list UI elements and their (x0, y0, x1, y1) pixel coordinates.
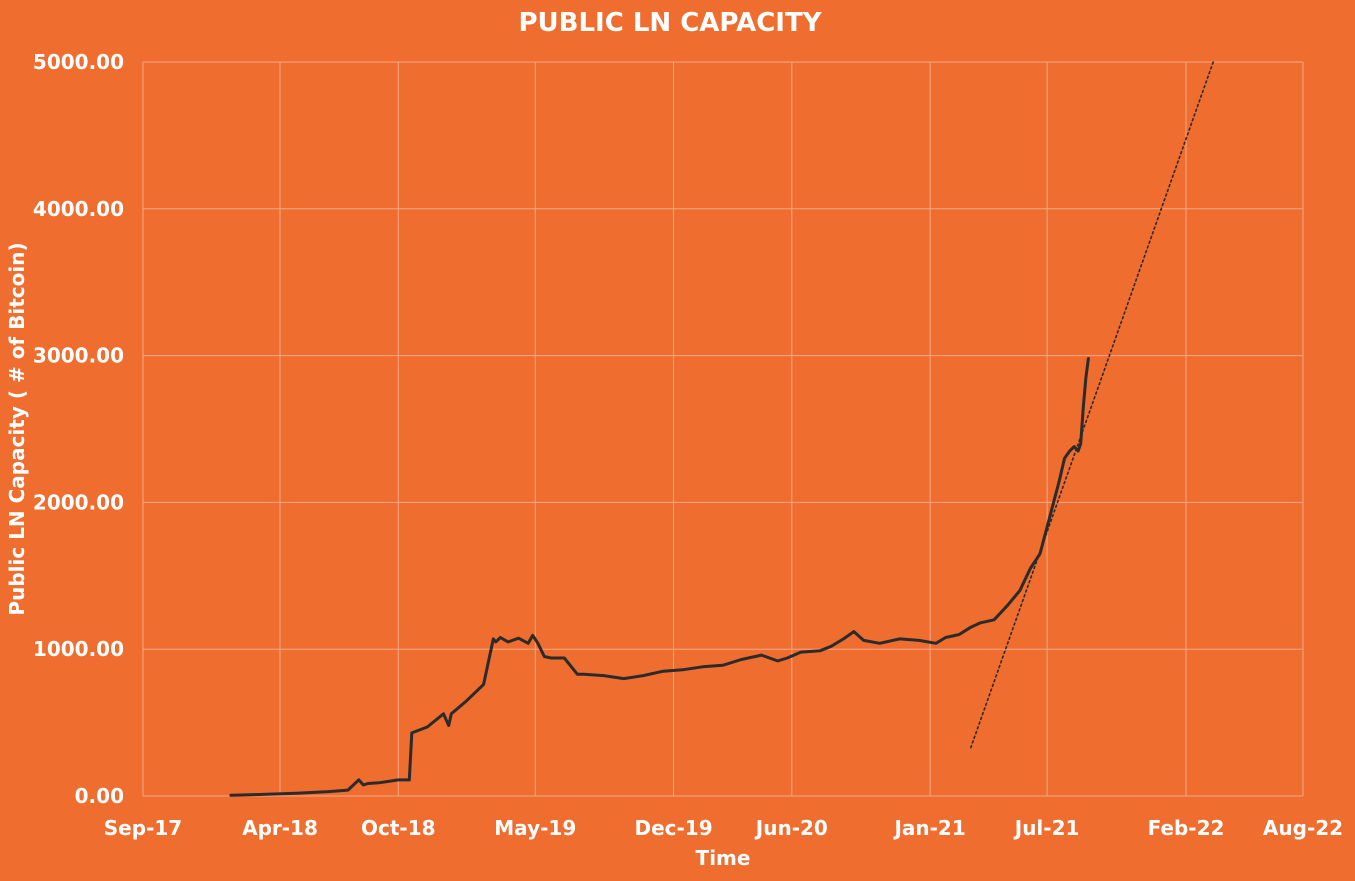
y-tick-label: 3000.00 (33, 344, 124, 368)
trend-line (969, 61, 1214, 749)
y-tick-label: 4000.00 (33, 197, 124, 221)
tick-labels: 0.00 1000.00 2000.00 3000.00 4000.00 5000.00 S… (33, 50, 1343, 840)
x-tick-label: Aug-22 (1263, 816, 1343, 840)
chart-title: PUBLIC LN CAPACITY (518, 8, 822, 38)
x-tick-label: Jul-21 (1013, 816, 1080, 840)
x-tick-label: Apr-18 (242, 816, 318, 840)
capacity-line (229, 357, 1090, 797)
y-tick-label: 1000.00 (33, 637, 124, 661)
x-tick-label: Dec-19 (634, 816, 712, 840)
x-tick-label: Sep-17 (104, 816, 182, 840)
y-tick-label: 0.00 (75, 784, 124, 808)
gridlines (142, 61, 1304, 797)
y-tick-label: 2000.00 (33, 490, 124, 514)
y-tick-label: 5000.00 (33, 50, 124, 74)
y-axis-label: Public LN Capacity ( # of Bitcoin) (5, 242, 29, 615)
x-tick-label: Jan-21 (892, 816, 965, 840)
x-tick-label: Oct-18 (361, 816, 436, 840)
x-tick-label: Feb-22 (1148, 816, 1225, 840)
plot-area (229, 61, 1214, 797)
x-axis-label: Time (696, 846, 751, 870)
x-tick-label: Jun-20 (754, 816, 828, 840)
x-tick-label: May-19 (494, 816, 576, 840)
